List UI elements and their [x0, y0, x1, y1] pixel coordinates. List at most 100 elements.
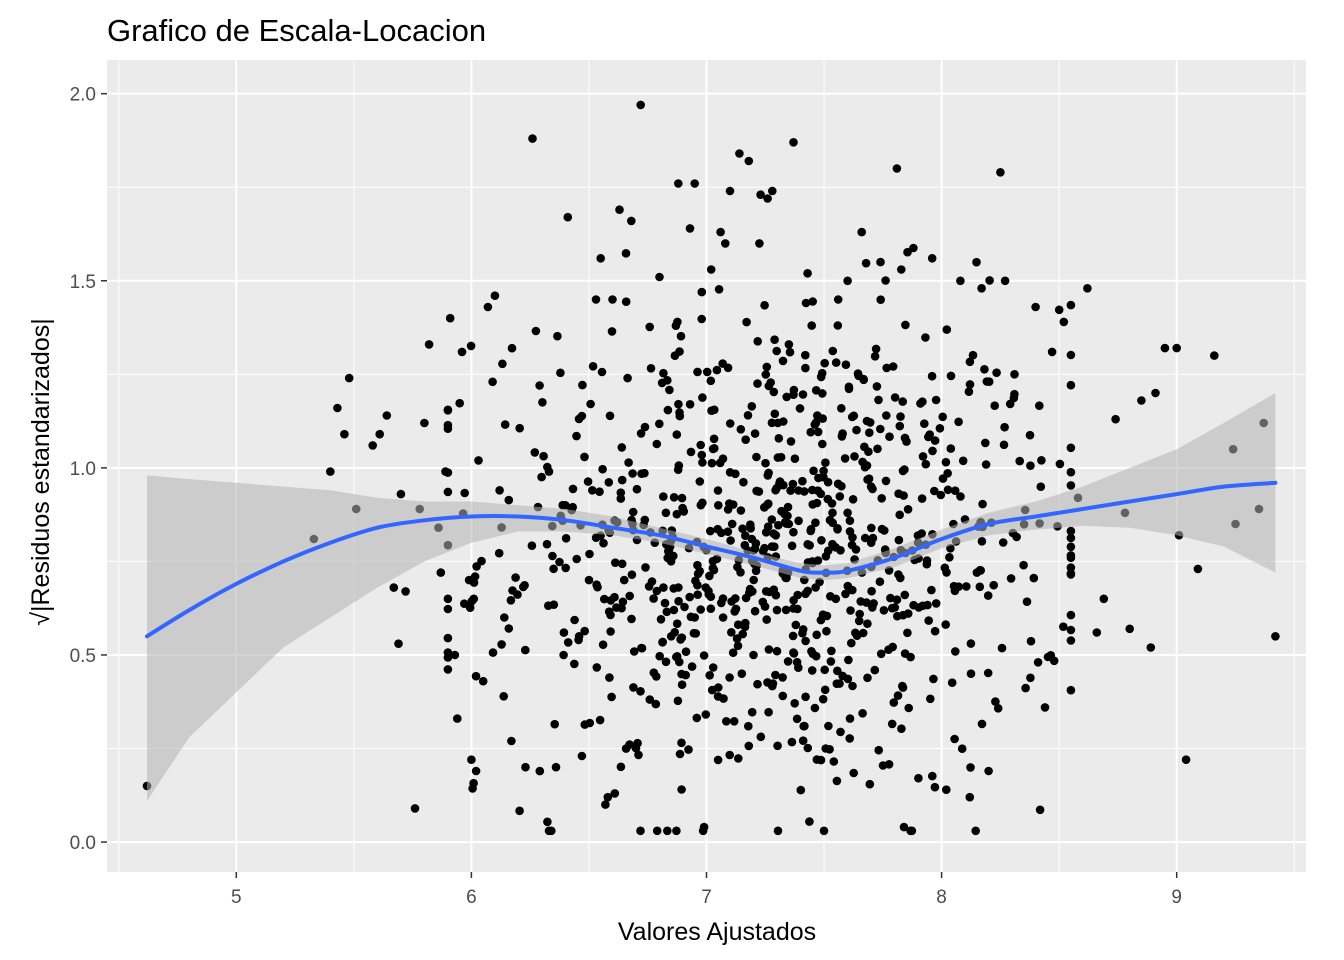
data-point: [742, 317, 751, 327]
data-point: [975, 582, 985, 592]
data-point: [1022, 597, 1032, 606]
data-point: [743, 411, 753, 420]
y-tick-label: 2.0: [70, 85, 96, 106]
data-point: [894, 535, 904, 545]
data-point: [477, 556, 486, 566]
data-point: [888, 642, 897, 652]
data-point: [706, 604, 716, 613]
data-point: [677, 738, 686, 748]
data-point: [548, 551, 557, 561]
smooth-line: [145, 480, 1278, 639]
data-point: [812, 630, 821, 640]
data-point: [615, 205, 624, 214]
data-point: [675, 657, 684, 667]
data-point: [628, 469, 637, 478]
data-point: [675, 408, 684, 417]
data-point: [1066, 467, 1076, 477]
data-point: [595, 487, 604, 497]
data-point: [850, 452, 859, 461]
data-point: [1055, 459, 1065, 469]
data-point: [847, 638, 856, 648]
data-point: [833, 479, 843, 489]
data-point: [771, 590, 781, 600]
data-point: [805, 541, 814, 550]
data-point: [848, 681, 857, 691]
data-point: [790, 454, 800, 464]
data-point: [389, 583, 399, 592]
data-point: [641, 563, 650, 572]
data-point: [801, 298, 811, 308]
data-point: [877, 524, 887, 534]
data-point: [646, 364, 656, 373]
data-point: [695, 477, 705, 486]
y-tick-label: 1.5: [70, 272, 96, 293]
data-point: [677, 785, 686, 794]
data-point: [865, 418, 875, 427]
data-point: [559, 650, 568, 660]
data-point: [744, 156, 754, 166]
data-point: [965, 380, 975, 389]
data-point: [713, 692, 723, 701]
data-point: [659, 583, 668, 592]
data-point: [828, 346, 838, 356]
data-point: [788, 479, 798, 489]
data-point: [604, 478, 614, 487]
data-point: [904, 703, 913, 713]
data-point: [875, 577, 885, 586]
data-point: [424, 340, 434, 349]
data-point: [570, 615, 579, 625]
data-point: [617, 603, 626, 613]
data-point: [617, 475, 627, 485]
data-point: [733, 641, 743, 651]
data-point: [511, 573, 520, 582]
data-point: [1146, 643, 1156, 652]
data-point: [798, 736, 808, 745]
data-point: [494, 548, 504, 558]
data-point: [756, 190, 765, 199]
data-point: [771, 670, 780, 680]
data-point: [597, 367, 607, 377]
data-point: [675, 749, 685, 759]
smooth-line-layer: [145, 480, 1278, 639]
data-point: [722, 717, 731, 726]
data-point: [782, 573, 791, 583]
data-point: [872, 382, 882, 391]
data-point: [966, 639, 976, 648]
data-point: [663, 553, 672, 563]
data-point: [773, 453, 783, 462]
data-point: [692, 713, 702, 723]
data-point: [801, 363, 810, 373]
data-point: [818, 694, 828, 704]
data-point: [845, 516, 855, 525]
data-point: [1035, 401, 1044, 411]
data-point: [909, 243, 918, 253]
data-point: [762, 362, 772, 372]
y-axis-title-prefix: √|: [27, 606, 55, 626]
data-point: [794, 516, 803, 526]
data-point: [858, 628, 868, 638]
data-point: [816, 489, 826, 499]
data-point: [894, 489, 903, 499]
data-point: [772, 605, 782, 615]
data-point: [782, 392, 791, 402]
data-point: [619, 575, 629, 585]
data-point: [992, 368, 1001, 378]
data-point: [1025, 430, 1035, 440]
data-point: [867, 586, 876, 596]
x-axis-title: Valores Ajustados: [618, 918, 816, 946]
data-point: [1000, 276, 1010, 286]
data-point: [903, 628, 912, 638]
data-point: [443, 424, 453, 434]
data-point: [962, 582, 971, 591]
data-point: [551, 762, 561, 772]
data-point: [1031, 302, 1040, 312]
data-point: [808, 297, 817, 306]
data-point: [640, 422, 650, 432]
data-point: [758, 547, 768, 556]
data-point: [747, 402, 757, 411]
data-point: [616, 488, 626, 498]
data-point: [771, 531, 781, 540]
data-point: [829, 757, 839, 766]
data-point: [469, 594, 479, 604]
data-point: [607, 692, 616, 702]
